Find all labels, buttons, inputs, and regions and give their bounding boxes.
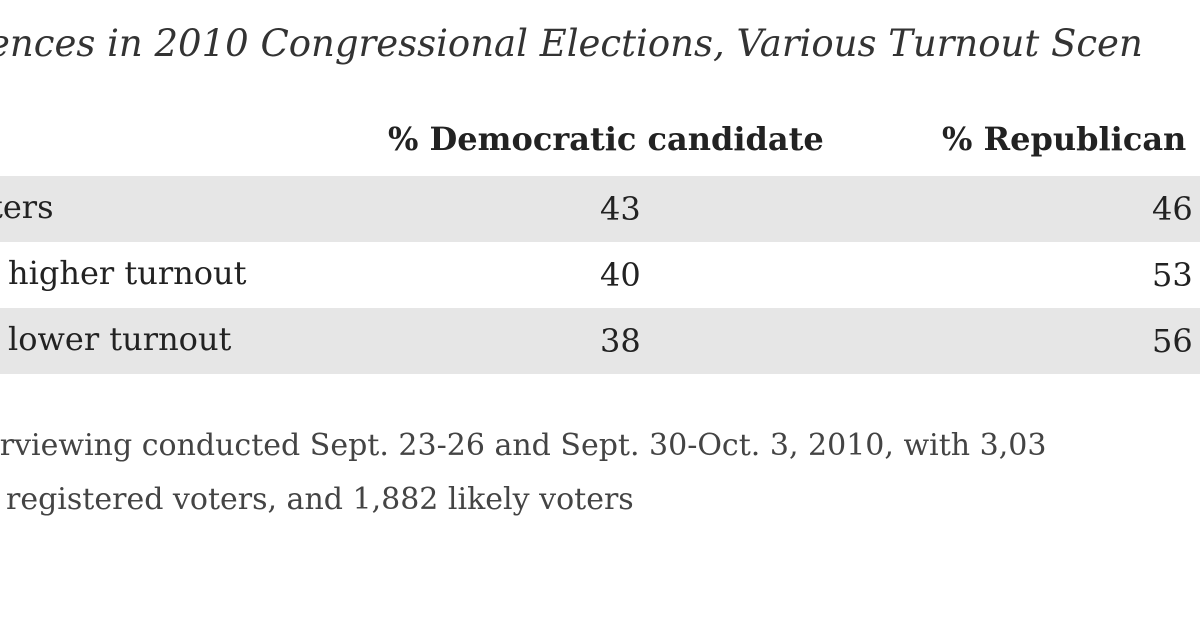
table-row: higher turnout 40 53 xyxy=(0,242,1200,308)
table-row: lower turnout 38 56 xyxy=(0,308,1200,374)
row-label: lower turnout xyxy=(8,320,232,358)
democratic-value: 40 xyxy=(600,256,641,294)
methodology-note-line-1: erviewing conducted Sept. 23-26 and Sept… xyxy=(0,428,1047,463)
table-header: % Democratic candidate % Republican xyxy=(0,114,1200,166)
methodology-note-line-2: registered voters, and 1,882 likely vote… xyxy=(6,482,634,517)
column-header-republican: % Republican xyxy=(942,120,1187,158)
democratic-value: 38 xyxy=(600,322,641,360)
row-label: ters xyxy=(0,188,54,226)
republican-value: 56 xyxy=(1152,322,1193,360)
table-title: ences in 2010 Congressional Elections, V… xyxy=(0,22,1143,65)
republican-value: 46 xyxy=(1152,190,1193,228)
column-header-democratic: % Democratic candidate xyxy=(388,120,824,158)
democratic-value: 43 xyxy=(600,190,641,228)
row-label: higher turnout xyxy=(8,254,247,292)
table-row: ters 43 46 xyxy=(0,176,1200,242)
republican-value: 53 xyxy=(1152,256,1193,294)
